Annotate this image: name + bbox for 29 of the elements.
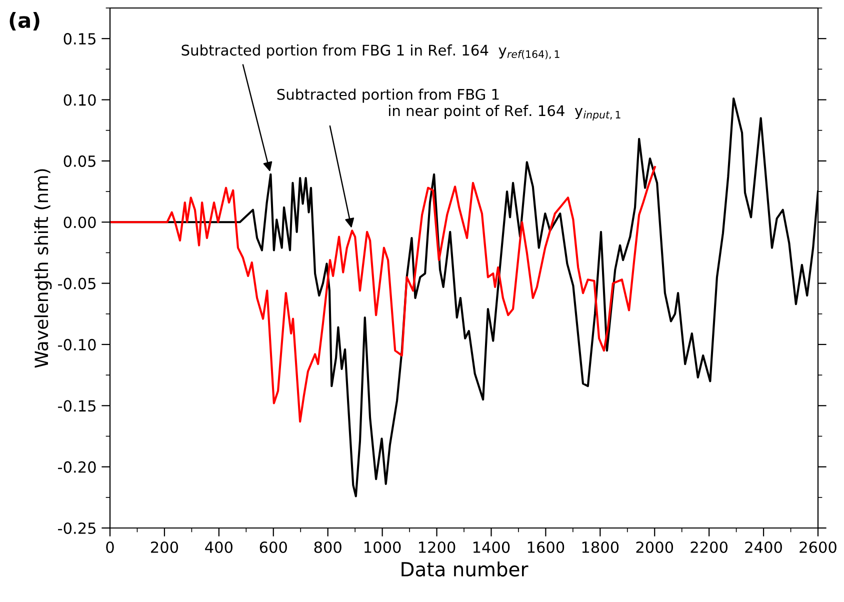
line-series — [110, 166, 656, 423]
y-tick-label: -0.05 — [58, 278, 96, 290]
x-tick-label: 2600 — [800, 541, 836, 554]
text: (a) — [10, 12, 40, 30]
x-tick-label: 200 — [151, 541, 178, 554]
y-tick-label: -0.20 — [58, 461, 96, 473]
y-tick-label: 0.00 — [64, 216, 96, 228]
annotation: Subtracted portion from FBG 1 in near point of Ref. 164 y$_{input,1}$ — [277, 88, 620, 121]
y-tick-label: -0.10 — [58, 338, 96, 350]
x-tick-label: 2200 — [690, 541, 728, 554]
annotation: Subtracted portion from FBG 1 in Ref. 164 y$_{ref(164),1}$ — [182, 44, 560, 60]
x-tick-label: 1000 — [364, 541, 401, 554]
y-tick-label: -0.25 — [58, 522, 96, 534]
y-tick-label: 0.05 — [64, 155, 96, 167]
y-tick-label: 0.15 — [64, 33, 96, 45]
x-tick-label: 800 — [314, 541, 342, 554]
x-tick-label: 400 — [205, 541, 232, 554]
x-tick-label: 0 — [106, 541, 114, 554]
x-tick-label: 600 — [260, 541, 287, 554]
y-tick-label: -0.15 — [58, 400, 96, 412]
x-tick-label: 2400 — [745, 541, 782, 554]
x-tick-label: 1600 — [528, 541, 564, 554]
y-axis-title: Wavelength shift (nm) — [34, 169, 52, 368]
x-tick-label: 1200 — [419, 541, 456, 554]
x-axis-title: Data number — [402, 562, 528, 577]
x-tick-label: 1800 — [582, 541, 619, 554]
x-tick-label: 2000 — [636, 541, 674, 554]
y-tick-label: 0.10 — [64, 94, 96, 106]
x-tick-label: 1400 — [473, 541, 510, 554]
